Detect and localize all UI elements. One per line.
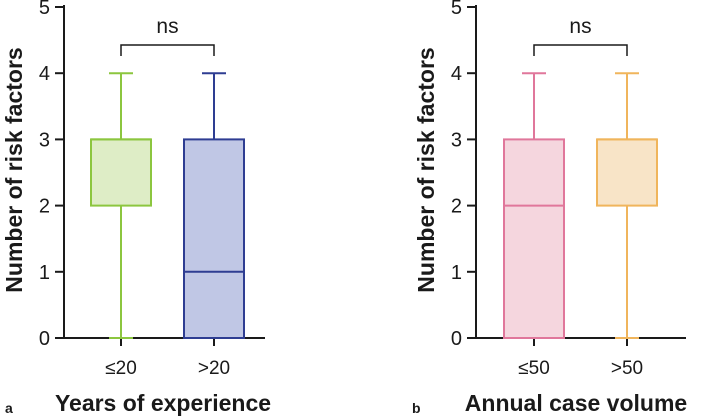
- panel-b: Number of risk factors 0 1 2 3 4 5 ns ≤50 >50…: [412, 0, 687, 416]
- panel-b-xtick-label-0: ≤50: [518, 358, 550, 379]
- panel-b-ytick-label-1: 1: [451, 262, 462, 284]
- panel-a-box-1: [183, 72, 245, 339]
- panel-a-ytick-label-5: 5: [39, 0, 50, 19]
- panel-b-bracket-line: [533, 44, 628, 56]
- panel-b-ytick-label-5: 5: [451, 0, 462, 19]
- panel-a-xtick-label-1: >20: [198, 358, 230, 379]
- panel-b-xtick-label-1: >50: [611, 358, 643, 379]
- panel-b-box-0: [503, 72, 565, 339]
- panel-b-ytick-label-2: 2: [451, 196, 462, 218]
- panel-b-significance-label: ns: [569, 15, 591, 38]
- panel-b-ylabel: Number of risk factors: [413, 47, 439, 292]
- panel-a-ylabel: Number of risk factors: [1, 47, 27, 292]
- panel-b-xlabel: Annual case volume: [465, 390, 687, 416]
- panel-a-significance-label: ns: [156, 15, 178, 38]
- panel-a-boxes: [90, 72, 245, 339]
- panel-a-letter: a: [5, 400, 13, 416]
- panel-a-ytick-label-2: 2: [39, 196, 50, 218]
- panel-b-box-1: [596, 72, 658, 339]
- panel-b-letter: b: [412, 400, 421, 416]
- panel-a-xtick-label-0: ≤20: [105, 358, 137, 379]
- panel-b-box-0-iqr: [503, 138, 565, 339]
- panel-a-box-1-iqr: [183, 138, 245, 339]
- panel-a-ytick-label-3: 3: [39, 129, 50, 151]
- panel-a-ytick-label-0: 0: [39, 328, 50, 350]
- panel-a-box-0: [90, 72, 152, 339]
- panel-a-ytick-label-1: 1: [39, 262, 50, 284]
- panel-b-ytick-label-4: 4: [451, 63, 462, 85]
- panel-b-boxes: [503, 72, 658, 339]
- panel-a-box-0-iqr: [90, 138, 152, 207]
- panel-a-ytick-label-4: 4: [39, 63, 50, 85]
- panel-a-xlabel: Years of experience: [55, 390, 271, 416]
- panel-a-y-ticks: 0 1 2 3 4 5: [39, 0, 64, 350]
- panel-b-significance-bracket: ns: [533, 15, 628, 56]
- panel-b-ytick-label-0: 0: [451, 328, 462, 350]
- panel-b-box-1-iqr: [596, 138, 658, 207]
- panel-a-significance-bracket: ns: [120, 15, 215, 56]
- panel-a-bracket-line: [120, 44, 215, 56]
- panel-b-y-ticks: 0 1 2 3 4 5: [451, 0, 476, 350]
- panel-b-ytick-label-3: 3: [451, 129, 462, 151]
- panel-a: Number of risk factors 0 1 2 3 4 5 ns ≤20 >20…: [1, 0, 271, 416]
